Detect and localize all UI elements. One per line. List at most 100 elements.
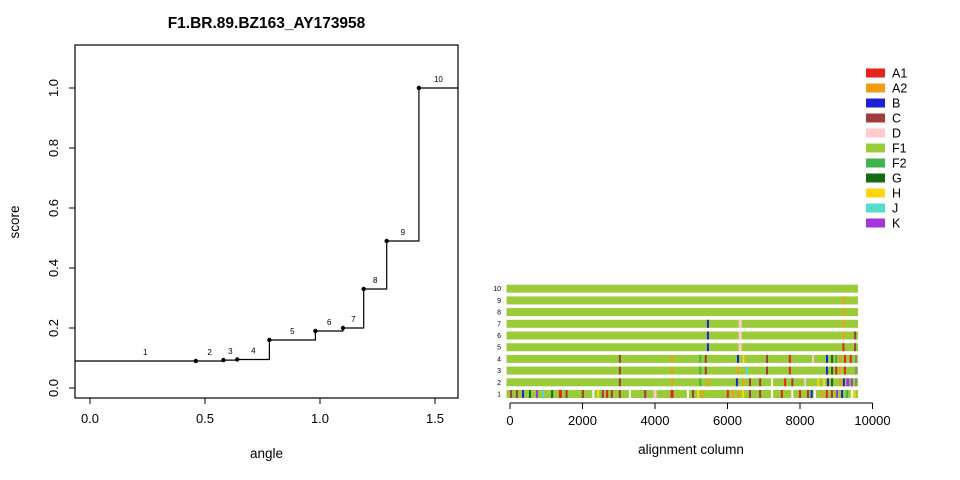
- alignment-mark-C: [618, 354, 621, 363]
- alignment-mark-G: [551, 390, 554, 398]
- alignment-mark-C: [766, 366, 769, 375]
- legend-item-G: G: [866, 172, 902, 186]
- alignment-mark-C: [759, 378, 762, 387]
- legend-swatch-F2: [866, 158, 885, 168]
- alignment-mark-H: [697, 390, 700, 398]
- row-label-10: 10: [493, 286, 501, 293]
- row-label-5: 5: [497, 345, 501, 352]
- y-axis-tick-label: 1.0: [46, 79, 61, 97]
- alignment-row-2: 2: [497, 378, 858, 387]
- y-axis-label-score: score: [7, 205, 22, 238]
- alignment-mark-D: [653, 390, 657, 398]
- point-label-8: 8: [373, 276, 378, 285]
- alignment-mark-C: [854, 343, 857, 352]
- alignment-bar-3: [506, 366, 858, 375]
- x-axis-label-alignment-column: alignment column: [638, 442, 744, 457]
- alignment-mark-white: [771, 390, 774, 398]
- legend-swatch-H: [866, 188, 885, 198]
- alignment-mark-A2: [842, 296, 845, 305]
- alignment-mark-A1: [843, 366, 846, 375]
- alignment-mark-C: [515, 390, 518, 398]
- alignment-mark-B: [841, 390, 844, 398]
- legend-item-F1: F1: [866, 142, 907, 156]
- point-marker-3: [221, 357, 226, 363]
- alignment-plot: alignment column 1 2 3 4 5 6 7 8 9 10 0 2000 4000 600…: [493, 67, 907, 458]
- alignment-mark-J: [746, 366, 749, 375]
- x-axis-tick-label: 4000: [641, 413, 670, 428]
- legend-label-F2: F2: [892, 157, 907, 171]
- alignment-mark-A2: [839, 378, 842, 387]
- point-label-9: 9: [401, 228, 406, 237]
- alignment-mark-D: [812, 354, 815, 363]
- alignment-mark-C: [644, 390, 647, 398]
- legend-swatch-A1: [866, 68, 885, 78]
- alignment-mark-A1: [558, 390, 562, 398]
- alignment-mark-G: [831, 366, 834, 375]
- alignment-mark-H: [742, 390, 745, 398]
- y-axis-tick-label: 0.4: [46, 259, 61, 277]
- step-plot-body: 0.0 0.5 1.0 1.5 0.0 0.2 0.4 0.6 0.8 1.0 1 2 3 4 5 6 7 8 9 1…: [46, 44, 459, 426]
- alignment-mark-A2: [821, 390, 824, 398]
- legend-swatch-F1: [866, 143, 885, 153]
- legend-swatch-A2: [866, 83, 885, 93]
- point-label-1: 1: [143, 348, 148, 357]
- alignment-mark-A1: [788, 366, 791, 375]
- legend-swatch-J: [866, 203, 885, 213]
- alignment-mark-A1: [780, 390, 783, 398]
- legend-swatch-D: [866, 128, 885, 138]
- alignment-mark-F2: [699, 366, 702, 375]
- point-marker-5: [267, 337, 272, 343]
- legend-item-D: D: [866, 127, 901, 141]
- alignment-mark-H: [817, 378, 820, 387]
- point-marker-10: [416, 85, 422, 91]
- alignment-row-8: 8: [497, 308, 858, 317]
- x-axis-tick-label: 1.0: [311, 411, 329, 426]
- alignment-mark-F2: [699, 354, 702, 363]
- x-axis-tick-label: 6000: [713, 413, 742, 428]
- row-label-9: 9: [497, 298, 501, 305]
- alignment-mark-B: [842, 378, 845, 387]
- x-axis-tick-label: 0.0: [81, 411, 99, 426]
- legend-label-F1: F1: [892, 142, 907, 156]
- alignment-mark-C: [565, 390, 568, 398]
- legend-item-H: H: [866, 187, 901, 201]
- alignment-mark-G: [528, 390, 531, 398]
- x-axis-tick-label: 2000: [568, 413, 597, 428]
- x-axis-tick-label: 10000: [854, 413, 890, 428]
- alignment-bar-6: [506, 331, 858, 340]
- alignment-bar-2: [506, 378, 858, 387]
- legend-label-K: K: [892, 217, 901, 231]
- alignment-mark-A1: [606, 390, 609, 398]
- legend-label-A2: A2: [892, 82, 907, 96]
- alignment-mark-C: [618, 378, 621, 387]
- legend-label-G: G: [892, 172, 902, 186]
- alignment-plot-body: 1 2 3 4 5 6 7 8 9 10 0 2000 4000 6000 8000 10000: [493, 284, 891, 428]
- alignment-mark-A2: [701, 390, 704, 398]
- alignment-mark-A1: [726, 390, 729, 398]
- alignment-mark-C: [766, 354, 769, 363]
- y-axis-tick-label: 0.0: [46, 379, 61, 397]
- point-marker-9: [384, 238, 389, 244]
- alignment-mark-B: [810, 390, 813, 398]
- point-marker-8: [361, 286, 366, 292]
- alignment-mark-B: [737, 354, 740, 363]
- point-marker-2: [193, 358, 198, 364]
- alignment-row-6: 6: [497, 331, 858, 340]
- legend-item-B: B: [866, 97, 900, 111]
- alignment-mark-A1: [670, 390, 674, 398]
- alignment-mark-A1: [849, 354, 852, 363]
- alignment-mark-C: [510, 390, 513, 398]
- alignment-mark-J: [541, 390, 544, 398]
- y-axis-tick-label: 0.8: [46, 139, 61, 157]
- alignment-mark-C: [581, 390, 584, 398]
- alignment-mark-A2: [842, 308, 845, 317]
- alignment-mark-gray: [855, 354, 858, 363]
- alignment-mark-C: [748, 378, 751, 387]
- alignment-mark-A2: [737, 390, 740, 398]
- alignment-mark-H: [853, 390, 856, 398]
- alignment-mark-C: [704, 366, 707, 375]
- alignment-mark-A2: [671, 354, 674, 363]
- point-label-3: 3: [228, 347, 233, 356]
- alignment-mark-A2: [671, 378, 674, 387]
